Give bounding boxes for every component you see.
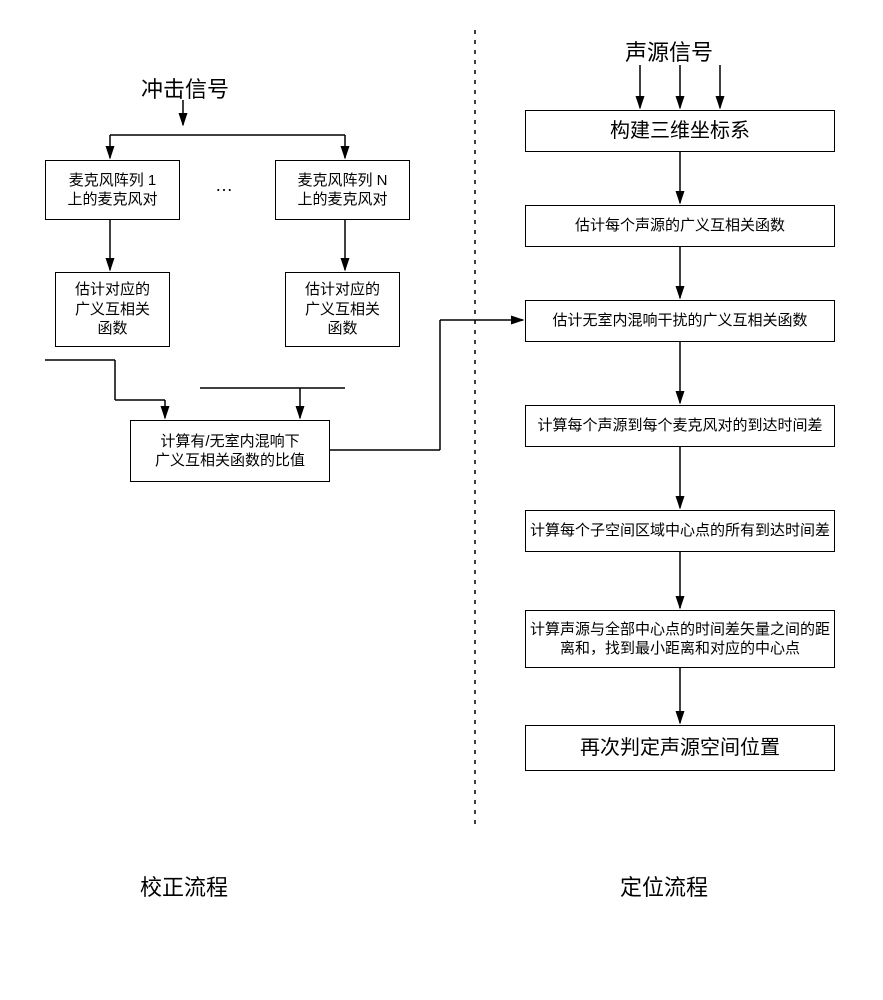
left-footer: 校正流程 [140, 870, 228, 902]
right-box4: 计算每个声源到每个麦克风对的到达时间差 [525, 405, 835, 447]
left-col1-box2: 估计对应的 广义互相关 函数 [55, 272, 170, 347]
right-box6: 计算声源与全部中心点的时间差矢量之间的距 离和，找到最小距离和对应的中心点 [525, 610, 835, 668]
right-box3: 估计无室内混响干扰的广义互相关函数 [525, 300, 835, 342]
left-ellipsis: … [215, 175, 233, 196]
left-merge-box: 计算有/无室内混响下 广义互相关函数的比值 [130, 420, 330, 482]
left-title: 冲击信号 [125, 72, 245, 104]
right-box1: 构建三维坐标系 [525, 110, 835, 152]
right-footer: 定位流程 [620, 870, 708, 902]
right-box2: 估计每个声源的广义互相关函数 [525, 205, 835, 247]
right-box5: 计算每个子空间区域中心点的所有到达时间差 [525, 510, 835, 552]
right-box7: 再次判定声源空间位置 [525, 725, 835, 771]
right-title: 声源信号 [625, 35, 713, 67]
left-col1-box1: 麦克风阵列 1 上的麦克风对 [45, 160, 180, 220]
left-colN-box2: 估计对应的 广义互相关 函数 [285, 272, 400, 347]
left-colN-box1: 麦克风阵列 N 上的麦克风对 [275, 160, 410, 220]
